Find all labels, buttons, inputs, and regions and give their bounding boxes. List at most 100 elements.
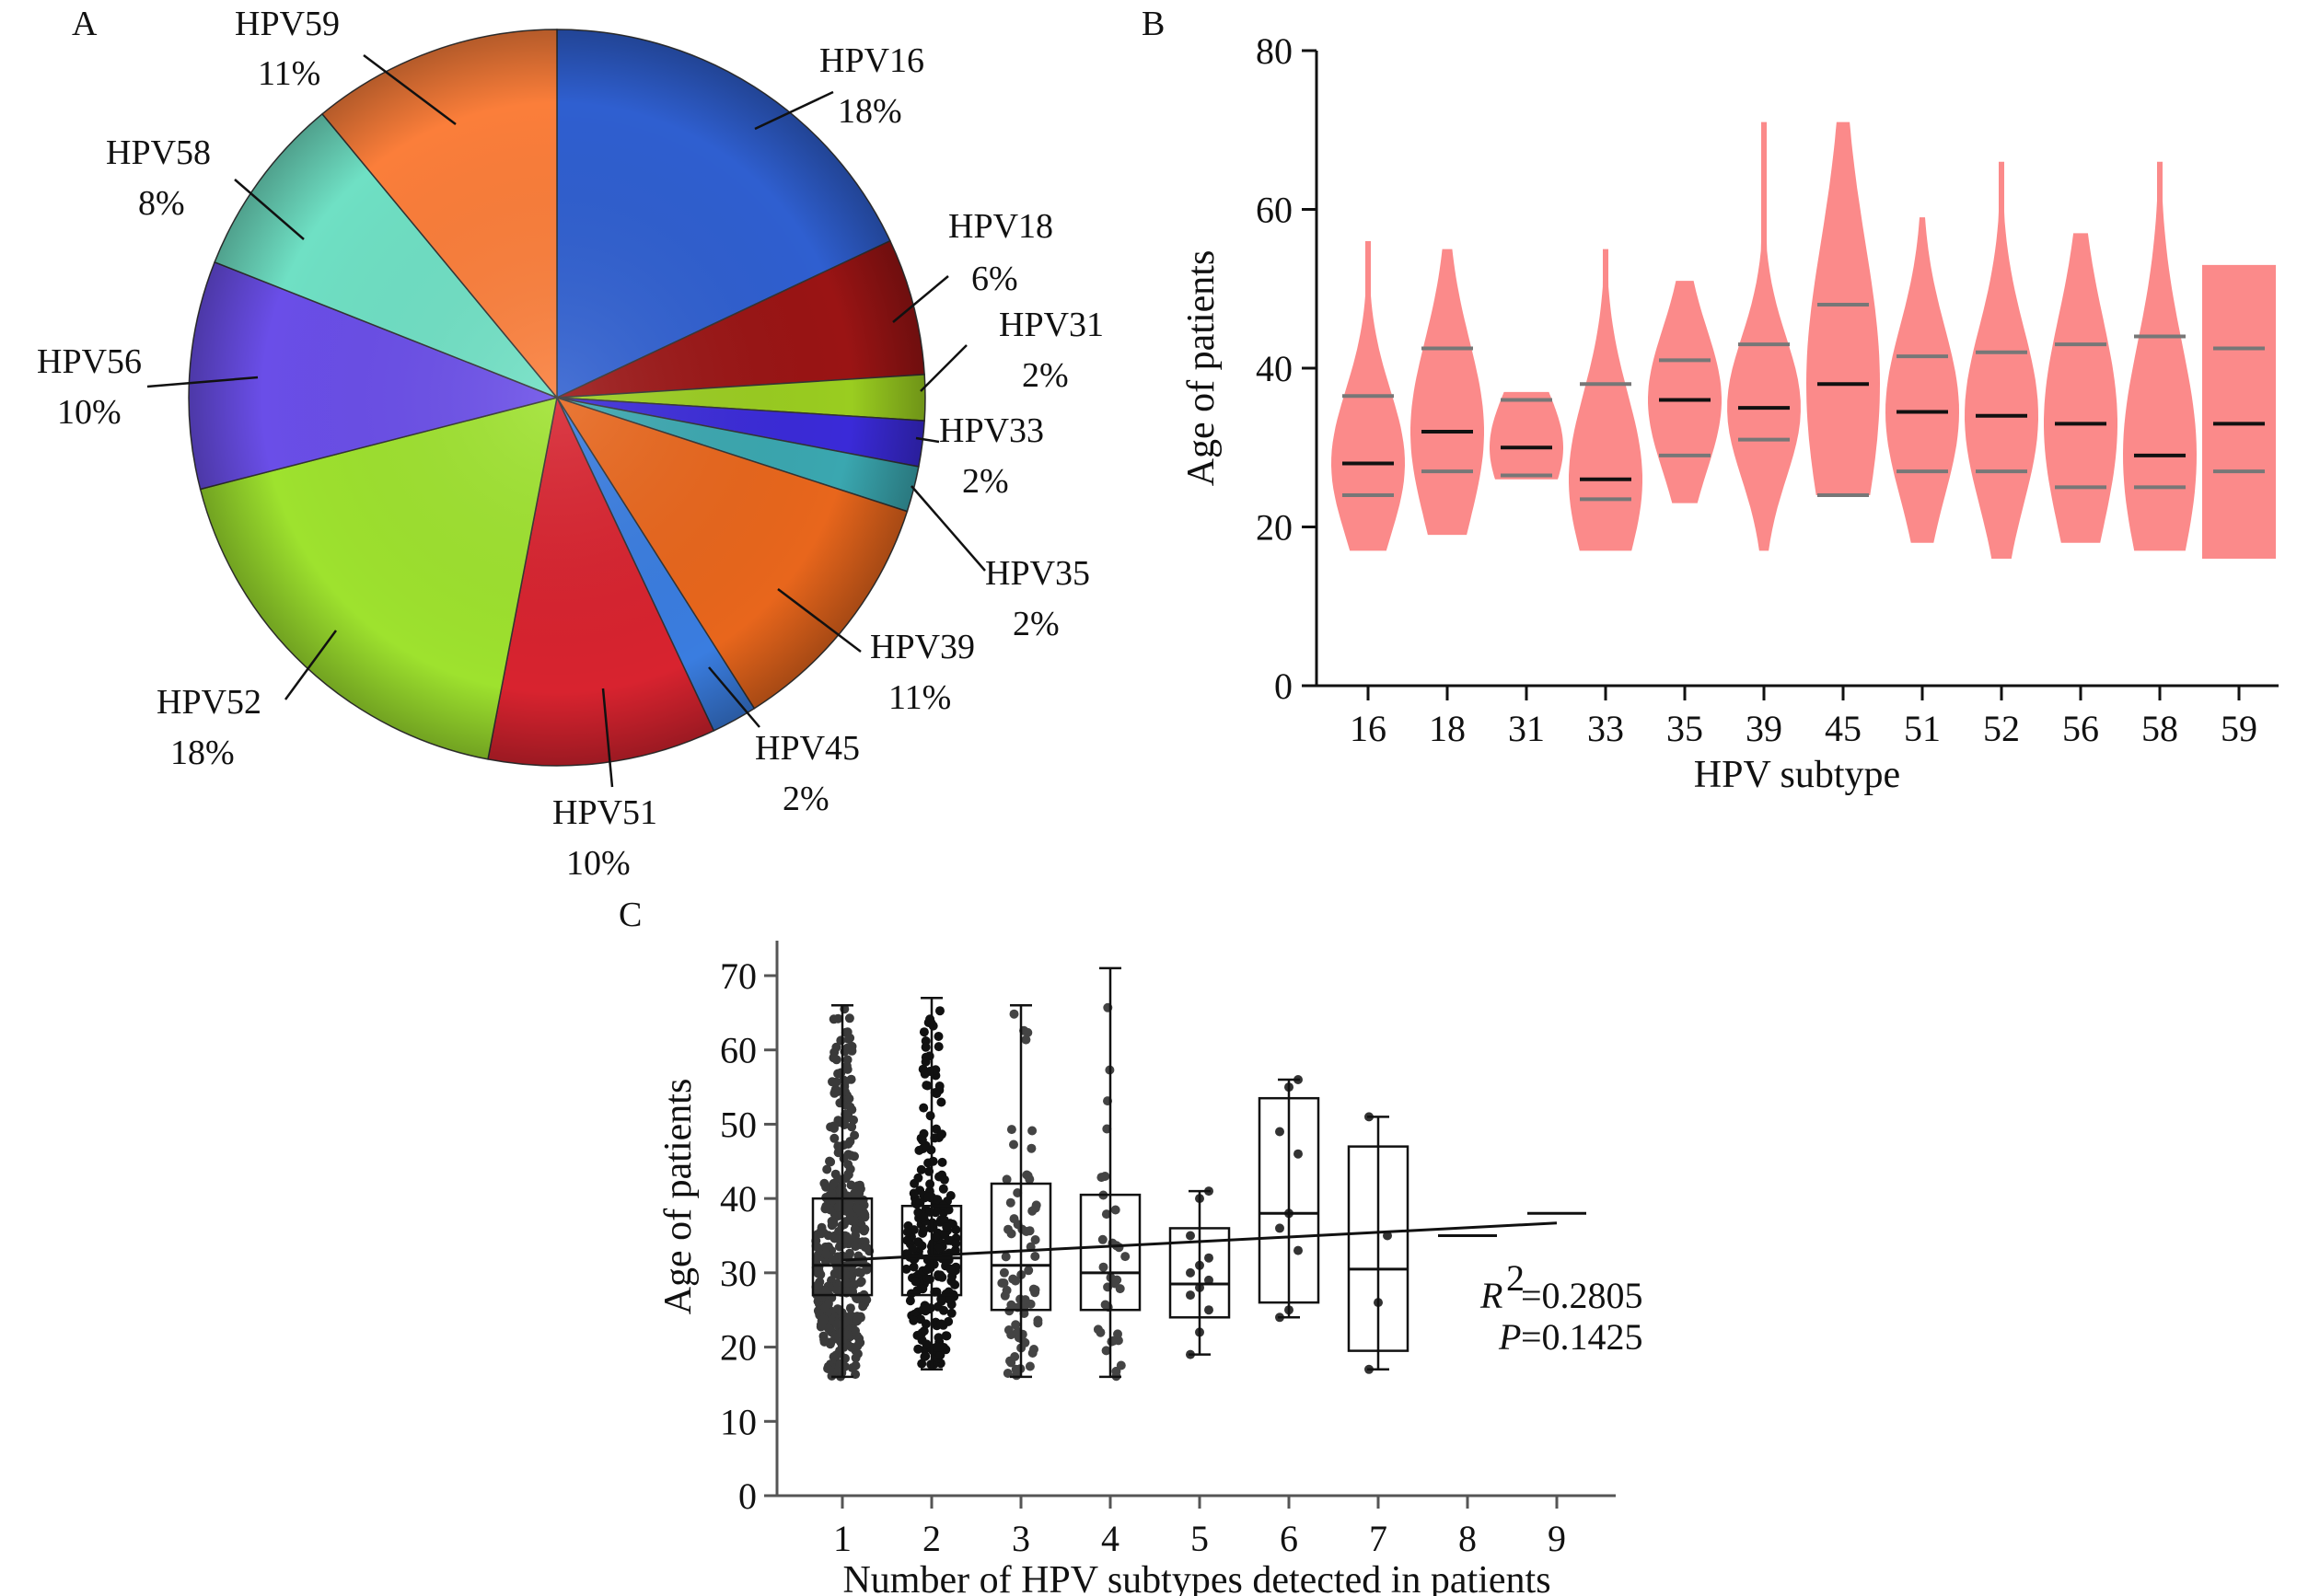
data-point	[858, 1301, 868, 1312]
x-tick-label: 9	[1548, 1518, 1566, 1559]
data-point	[818, 1314, 829, 1324]
box-iqr-5	[1168, 1227, 1231, 1319]
data-point	[912, 1286, 922, 1296]
data-point	[830, 1169, 841, 1179]
data-point	[835, 1185, 845, 1196]
data-point	[946, 1308, 957, 1318]
pie-percent-hpv18: 6%	[971, 260, 1018, 298]
data-point	[841, 1174, 851, 1184]
pie-label-hpv56: HPV56	[37, 342, 142, 381]
data-point	[905, 1296, 915, 1306]
x-tick-label: 2	[922, 1518, 941, 1559]
data-point	[925, 1179, 935, 1189]
x-tick-label: 8	[1458, 1518, 1477, 1559]
data-point	[853, 1348, 863, 1359]
data-point	[836, 1035, 846, 1046]
pie-leader-line	[892, 275, 949, 323]
pie-leader-line	[146, 376, 259, 388]
pie-leader-line	[234, 179, 305, 240]
data-point	[1186, 1267, 1195, 1278]
data-point	[850, 1188, 859, 1198]
pie-label-hpv33: HPV33	[939, 411, 1044, 450]
data-point	[925, 1111, 935, 1121]
data-point	[935, 1350, 945, 1360]
data-point	[945, 1294, 955, 1304]
data-point	[916, 1314, 925, 1324]
data-point	[920, 1069, 930, 1079]
data-point	[909, 1188, 919, 1198]
data-point	[1000, 1290, 1010, 1301]
data-point	[820, 1302, 830, 1313]
data-point	[935, 1006, 945, 1016]
pie-percent-hpv58: 8%	[138, 184, 185, 223]
data-point	[1111, 1366, 1121, 1376]
data-point	[922, 1265, 933, 1275]
x-tick-label: 45	[1825, 708, 1862, 749]
pie-leader-line	[708, 666, 760, 728]
panel-label-a: A	[72, 5, 98, 43]
data-point	[920, 1352, 930, 1361]
x-tick-label: 52	[1983, 708, 2020, 749]
data-point	[917, 1135, 927, 1145]
data-point	[1101, 1346, 1111, 1356]
data-point	[1110, 1205, 1120, 1215]
data-point	[849, 1115, 858, 1125]
data-point	[827, 1216, 837, 1226]
data-point	[842, 1027, 853, 1037]
data-point	[862, 1295, 872, 1305]
box-iqr-1	[811, 1197, 874, 1297]
data-point	[844, 1093, 854, 1104]
data-point	[831, 1350, 841, 1360]
x-tick-label: 3	[1012, 1518, 1030, 1559]
data-point	[914, 1145, 924, 1155]
data-point	[942, 1222, 952, 1232]
data-point	[853, 1314, 863, 1324]
pie-leader-line	[920, 344, 968, 392]
data-point	[833, 1141, 843, 1151]
data-point	[833, 1148, 843, 1158]
violin-subtype-59	[2202, 264, 2276, 559]
data-point	[1098, 1262, 1108, 1272]
data-point	[1013, 1188, 1023, 1197]
data-point	[942, 1331, 952, 1341]
pie-label-hpv59: HPV59	[235, 5, 340, 43]
data-point	[1011, 1276, 1020, 1286]
data-point	[1101, 1209, 1111, 1220]
data-point	[931, 1232, 941, 1242]
pie-label-hpv58: HPV58	[106, 133, 211, 172]
data-point	[940, 1230, 950, 1239]
x-axis-title: Number of HPV subtypes detected in patie…	[842, 1559, 1550, 1596]
data-point	[1186, 1231, 1195, 1241]
data-point	[1107, 1336, 1117, 1347]
x-tick-label: 7	[1369, 1518, 1387, 1559]
data-point	[824, 1324, 833, 1334]
data-point	[945, 1264, 956, 1274]
data-point	[934, 1032, 944, 1041]
data-point	[1275, 1223, 1284, 1233]
x-tick-label: 31	[1508, 708, 1545, 749]
data-point	[928, 1156, 938, 1166]
data-point	[1023, 1171, 1033, 1181]
data-point	[919, 1212, 929, 1222]
data-point	[819, 1178, 829, 1188]
data-point	[934, 1333, 944, 1343]
data-point	[854, 1267, 864, 1278]
data-point	[842, 1055, 853, 1065]
data-point	[1029, 1345, 1038, 1354]
data-point	[1003, 1224, 1013, 1234]
data-point	[1009, 1009, 1019, 1019]
data-point	[901, 1264, 911, 1274]
violin-subtype-51	[1885, 217, 1959, 543]
data-point	[844, 1013, 854, 1024]
data-point	[1030, 1285, 1040, 1295]
data-point	[1120, 1252, 1131, 1262]
x-tick-label: 6	[1280, 1518, 1298, 1559]
data-point	[860, 1209, 870, 1220]
x-tick-label: 18	[1429, 708, 1466, 749]
y-tick-label: 0	[1274, 665, 1293, 707]
data-point	[847, 1104, 857, 1115]
data-point	[1097, 1234, 1108, 1244]
data-point	[932, 1207, 942, 1216]
p-label: P	[1498, 1316, 1521, 1358]
pie-label-hpv52: HPV52	[157, 683, 261, 722]
